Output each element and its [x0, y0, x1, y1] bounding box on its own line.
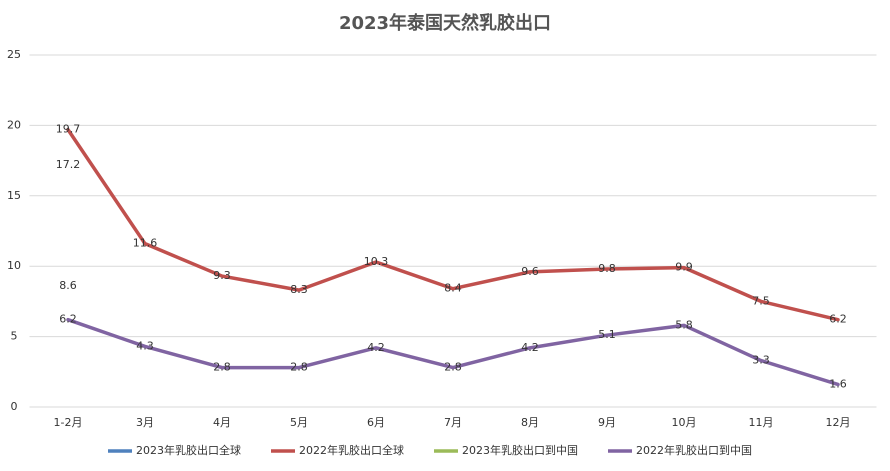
y-tick-label: 5 — [11, 330, 18, 343]
y-tick-label: 15 — [7, 189, 21, 202]
x-tick-label: 4月 — [213, 416, 231, 429]
x-tick-label: 1-2月 — [54, 416, 83, 429]
data-label: 6.2 — [829, 313, 847, 326]
data-label: 4.3 — [136, 339, 154, 352]
x-tick-label: 12月 — [826, 416, 851, 429]
data-label: 7.5 — [752, 294, 770, 307]
x-tick-label: 10月 — [672, 416, 697, 429]
data-label: 8.3 — [290, 283, 308, 296]
x-tick-label: 5月 — [290, 416, 308, 429]
data-label: 2.8 — [444, 361, 462, 374]
x-tick-label: 9月 — [598, 416, 616, 429]
data-label: 3.3 — [752, 354, 770, 367]
x-tick-label: 6月 — [367, 416, 385, 429]
legend-label: 2022年乳胶出口全球 — [299, 443, 404, 457]
data-label: 10.3 — [364, 255, 389, 268]
data-label: 5.1 — [598, 328, 616, 341]
x-tick-label: 11月 — [749, 416, 774, 429]
y-tick-label: 25 — [7, 48, 21, 61]
data-label: 2.8 — [290, 361, 308, 374]
x-tick-label: 8月 — [521, 416, 539, 429]
data-label: 17.2 — [56, 158, 81, 171]
data-label: 4.2 — [367, 341, 385, 354]
legend-label: 2022年乳胶出口到中国 — [636, 443, 752, 457]
data-label: 19.7 — [56, 123, 81, 136]
data-label: 5.8 — [675, 318, 693, 331]
data-label: 9.3 — [213, 269, 231, 282]
data-label: 9.9 — [675, 261, 693, 274]
data-label: 2.8 — [213, 361, 231, 374]
data-label: 8.6 — [59, 279, 77, 292]
series-line — [66, 127, 840, 322]
x-tick-label: 7月 — [444, 416, 462, 429]
data-label: 6.2 — [59, 313, 77, 326]
data-label: 9.6 — [521, 265, 539, 278]
data-label: 11.6 — [133, 237, 158, 250]
legend-label: 2023年乳胶出口到中国 — [462, 443, 578, 457]
data-label: 8.4 — [444, 282, 462, 295]
data-label: 1.6 — [829, 377, 847, 390]
y-tick-label: 10 — [7, 259, 21, 272]
series-line — [66, 317, 840, 387]
chart-title: 2023年泰国天然乳胶出口 — [339, 12, 551, 34]
legend-label: 2023年乳胶出口全球 — [136, 443, 241, 457]
y-tick-label: 0 — [11, 400, 18, 413]
data-label: 4.2 — [521, 341, 539, 354]
y-tick-label: 20 — [7, 118, 21, 131]
data-label: 9.8 — [598, 262, 616, 275]
x-tick-label: 3月 — [136, 416, 154, 429]
